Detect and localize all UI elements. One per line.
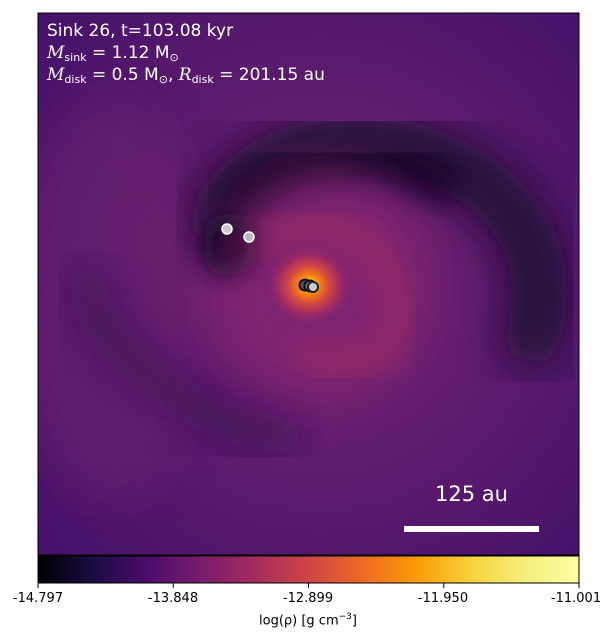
colorbar-tick-label: -14.797 (12, 591, 64, 606)
colorbar-tick-label: -13.848 (147, 591, 199, 606)
disk-properties-label: Mdisk = 0.5 M⊙, Rdisk = 201.15 au (47, 65, 325, 90)
sink-mass-label: Msink = 1.12 M⊙ (47, 43, 179, 68)
density-map-panel (38, 13, 579, 555)
disk-radius-prefix: , (167, 65, 179, 85)
disk-mass-unit: ⊙ (158, 73, 168, 86)
colorbar-label-exponent: −3 (338, 612, 352, 622)
sink-mass-unit: ⊙ (169, 51, 179, 64)
disk-mass-subscript: disk (64, 73, 87, 86)
scale-bar-label: 125 au (435, 482, 508, 506)
sink-particle (221, 223, 233, 235)
panel-title: Sink 26, t=103.08 kyr (47, 21, 234, 41)
scale-bar (404, 526, 539, 532)
sink-mass-value: = 1.12 M (86, 43, 170, 63)
colorbar-tick-label: -11.001 (550, 591, 602, 606)
disk-mass-symbol: M (47, 65, 65, 85)
colorbar-label: log(ρ) [g cm−3] (259, 612, 357, 628)
disk-radius-symbol: R (178, 65, 192, 85)
disk-radius-value: = 201.15 au (213, 65, 325, 85)
sink-mass-subscript: sink (64, 51, 87, 64)
colorbar-tick-label: -12.899 (282, 591, 334, 606)
sink-mass-symbol: M (47, 43, 65, 63)
sink-particles (221, 223, 319, 293)
sink-particle (307, 281, 319, 293)
colorbar-label-prefix: log(ρ) [g cm (259, 613, 339, 629)
colorbar-label-suffix: ] (351, 613, 357, 629)
plot-frame (37, 12, 580, 556)
colorbar (37, 555, 580, 588)
disk-radius-subscript: disk (191, 73, 214, 86)
disk-mass-value: = 0.5 M (86, 65, 159, 85)
colorbar-tick-label: -11.950 (417, 591, 469, 606)
sink-particle (243, 231, 255, 243)
